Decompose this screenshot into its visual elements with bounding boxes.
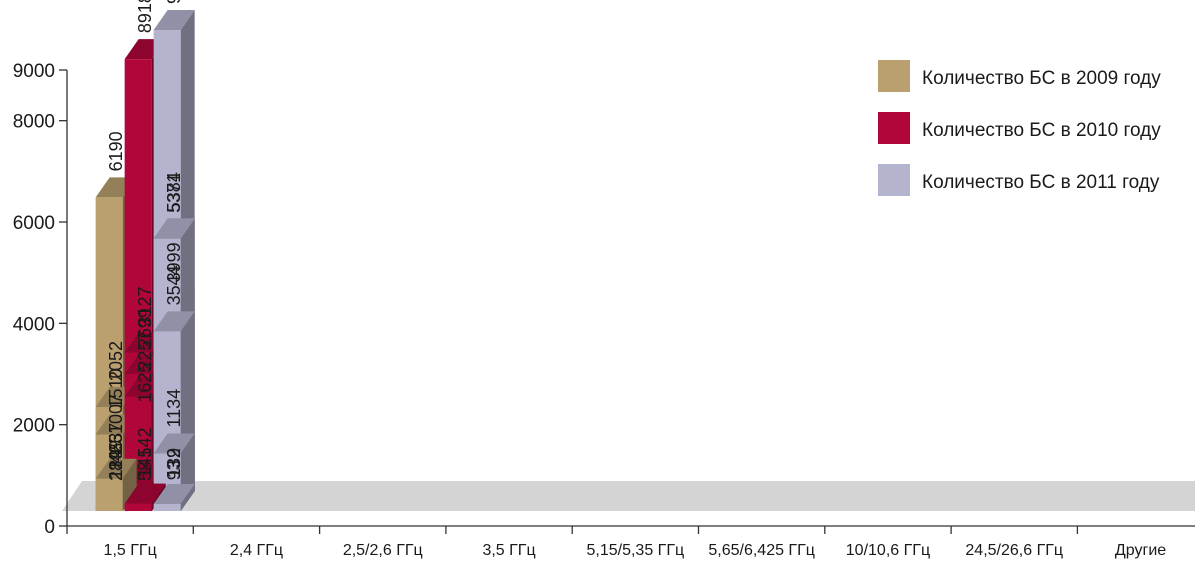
data-label: 2257 (135, 331, 155, 371)
data-label: 425 (106, 433, 126, 463)
bar-top (95, 458, 137, 479)
data-label: 132 (164, 448, 184, 478)
bar-side (180, 483, 195, 511)
bar-top (153, 483, 195, 504)
data-label: 139 (164, 448, 184, 478)
x-category-label: 2,4 ГГц (230, 542, 283, 559)
x-category-label: 3,5 ГГц (482, 542, 535, 559)
legend: Количество БС в 2009 году Количество БС в… (878, 60, 1161, 196)
data-label: 8918 (135, 0, 155, 33)
x-category-label: 5,65/6,425 ГГц (708, 542, 815, 559)
y-tick-label: 6000 (13, 213, 55, 234)
x-category-label: 24,5/26,6 ГГц (965, 542, 1063, 559)
bar-top (153, 311, 195, 332)
data-label: 3544 (164, 265, 184, 305)
data-label: 141 (135, 448, 155, 478)
bar-side (122, 458, 137, 511)
bar-front (124, 503, 152, 511)
bar-top (153, 218, 195, 239)
legend-swatch (878, 164, 910, 196)
data-label: 58 (135, 461, 155, 481)
data-label: 5384 (164, 172, 184, 212)
bar-top (153, 433, 195, 454)
data-label: 5371 (164, 173, 184, 213)
bar (95, 458, 137, 511)
data-label: 1007 (106, 394, 126, 434)
data-label: 542 (135, 427, 155, 457)
data-label: 93 (164, 460, 184, 480)
chart-floor (62, 481, 1195, 511)
bar-top (153, 10, 195, 31)
data-label: 28 (106, 461, 126, 481)
data-label: 145 (135, 448, 155, 478)
y-tick-label: 0 (44, 517, 55, 538)
x-category-label: 1,5 ГГц (104, 542, 157, 559)
x-category-label: Другие (1115, 542, 1166, 559)
data-label: 299 (106, 440, 126, 470)
x-category-label: 2,5/2,6 ГГц (343, 542, 423, 559)
bar-front (95, 478, 123, 511)
legend-swatch (878, 60, 910, 92)
x-axis: 1,5 ГГц 2,4 ГГц 2,5/2,6 ГГц 3,5 ГГц 5,15/5,3… (66, 525, 1195, 559)
legend-swatch (878, 112, 910, 144)
data-label: 3127 (135, 287, 155, 327)
bars (95, 10, 195, 512)
y-tick-label: 2000 (13, 416, 55, 437)
legend-label: Количество БС в 2010 году (922, 120, 1161, 141)
data-labels: 28 58 93 6190 8918 9493 299 1625 5384 1007 3127 399… (106, 0, 184, 481)
data-label: 637 (106, 423, 126, 453)
legend-label: Количество БС в 2009 году (922, 68, 1161, 89)
data-label: 1134 (164, 389, 184, 428)
data-label: 9493 (164, 0, 184, 4)
legend-label: Количество БС в 2011 году (922, 172, 1160, 193)
bar-front (153, 503, 181, 511)
y-axis: 0 2000 4000 6000 8000 9000 (13, 61, 68, 538)
bar (153, 483, 195, 511)
data-label: 1510 (106, 368, 126, 408)
x-category-label: 10/10,6 ГГц (846, 542, 930, 559)
y-tick-label: 4000 (13, 314, 55, 335)
data-label: 6190 (106, 131, 126, 171)
data-label: 2699 (135, 308, 155, 348)
data-label: 2052 (106, 341, 126, 381)
y-tick-label: 9000 (13, 61, 55, 82)
floor-plane (62, 481, 1195, 511)
data-label: 114 (106, 451, 126, 480)
data-label: 1625 (135, 363, 155, 403)
y-tick-label: 8000 (13, 112, 55, 133)
data-label: 3999 (164, 242, 184, 282)
x-category-label: 5,15/5,35 ГГц (587, 542, 685, 559)
bar-top (124, 483, 166, 504)
